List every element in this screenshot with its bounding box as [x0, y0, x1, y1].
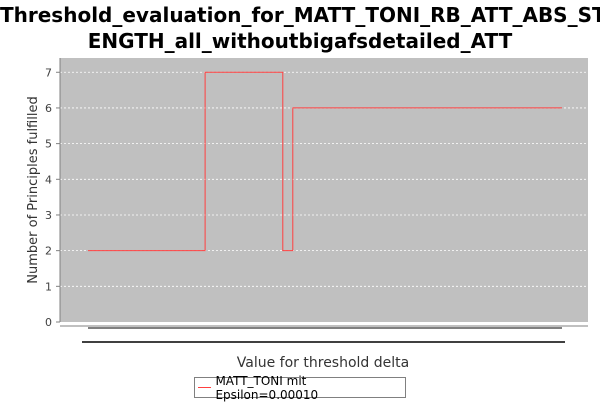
- y-tick-label-0: 0: [45, 316, 52, 329]
- y-tick-label-6: 6: [45, 102, 52, 115]
- legend-label: MATT_TONI mit Epsilon=0.00010: [215, 373, 319, 402]
- x-axis-ticks-band: [88, 327, 562, 329]
- x-axis-label: Value for threshold delta: [237, 355, 409, 371]
- legend: MATT_TONI mit Epsilon=0.00010: [194, 374, 406, 402]
- y-tick-label-3: 3: [45, 209, 52, 222]
- y-tick-label-4: 4: [45, 173, 52, 186]
- y-tick-label-1: 1: [45, 280, 52, 293]
- y-tick-label-7: 7: [45, 66, 52, 79]
- chart-title-line-2: ENGTH_all_withoutbigafsdetailed_ATT: [87, 29, 513, 53]
- x-axis-base-line: [82, 341, 565, 343]
- y-tick-label-2: 2: [45, 245, 52, 258]
- legend-swatch: [198, 387, 212, 388]
- chart-title-line-1: Threshold_evaluation_for_MATT_TONI_RB_AT…: [0, 3, 600, 27]
- y-tick-label-5: 5: [45, 138, 52, 151]
- series-line-0: [88, 71, 562, 252]
- y-axis-label: Number of Principles fulfilled: [26, 96, 41, 283]
- chart-title: Threshold_evaluation_for_MATT_TONI_RB_AT…: [0, 2, 600, 54]
- plot-background: [60, 58, 588, 322]
